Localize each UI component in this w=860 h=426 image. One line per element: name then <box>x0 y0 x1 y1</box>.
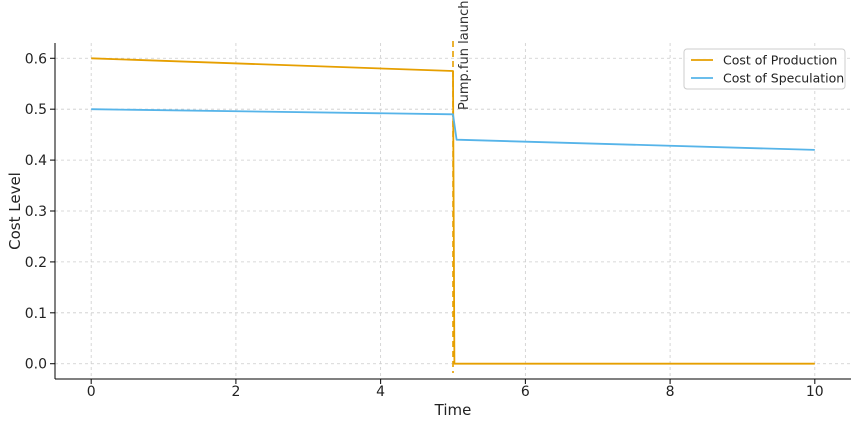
legend-box <box>683 48 846 90</box>
series-lines <box>91 57 815 365</box>
y-tick-label: 0.1 <box>25 306 47 322</box>
y-tick-label: 0.6 <box>25 51 47 67</box>
y-axis-title: Cost Level <box>6 172 24 250</box>
y-tick-label: 0.3 <box>25 204 47 220</box>
y-tick-label: 0.0 <box>25 357 47 373</box>
x-tick-label: 0 <box>87 384 96 400</box>
y-tick-label: 0.5 <box>25 102 47 118</box>
x-axis-title: Time <box>434 401 472 419</box>
x-tick-label: 8 <box>666 384 675 400</box>
series-line <box>91 108 815 151</box>
launch-annotation: Pump.fun launch <box>457 0 472 110</box>
axes <box>50 43 851 384</box>
x-tick-label: 2 <box>231 384 240 400</box>
y-tick-label: 0.2 <box>25 255 47 271</box>
x-tick-label: 4 <box>376 384 385 400</box>
y-tick-label: 0.4 <box>25 153 47 169</box>
tick-labels: 0 2 4 6 8 10 0.0 0.1 0.2 0.3 0.4 0.5 0.6 <box>25 51 824 400</box>
legend-label: Cost of Production <box>723 53 837 68</box>
legend-label: Cost of Speculation <box>723 71 844 86</box>
series-line <box>91 57 815 365</box>
x-tick-label: 10 <box>806 384 824 400</box>
x-tick-label: 6 <box>521 384 530 400</box>
legend: Cost of Production Cost of Speculation <box>683 48 846 90</box>
